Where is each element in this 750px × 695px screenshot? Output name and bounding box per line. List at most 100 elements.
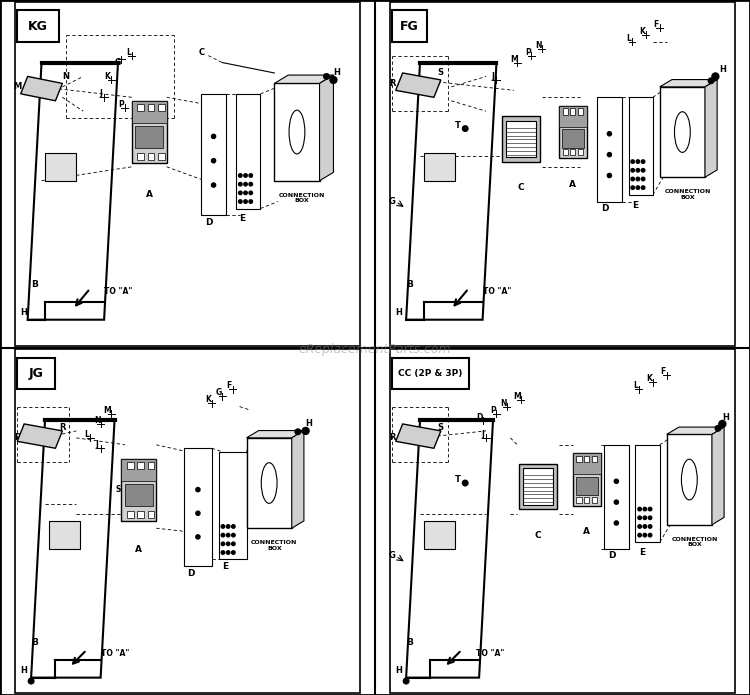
Ellipse shape <box>289 110 304 154</box>
Bar <box>122 459 156 521</box>
Bar <box>132 101 166 122</box>
Text: T: T <box>455 475 461 484</box>
Polygon shape <box>21 76 62 101</box>
Bar <box>660 87 705 177</box>
Bar <box>392 358 469 389</box>
Circle shape <box>232 542 235 546</box>
Circle shape <box>643 534 646 537</box>
Bar <box>584 456 590 462</box>
Bar <box>577 496 581 503</box>
Text: R: R <box>389 79 395 88</box>
Polygon shape <box>705 79 717 177</box>
Text: J: J <box>99 90 102 98</box>
Polygon shape <box>320 75 334 181</box>
Circle shape <box>631 160 634 163</box>
Text: R: R <box>389 434 395 442</box>
Bar <box>570 108 575 115</box>
Text: N: N <box>535 41 542 49</box>
Circle shape <box>249 182 253 186</box>
Text: D: D <box>188 569 195 578</box>
Bar <box>202 94 226 215</box>
Bar <box>122 459 156 481</box>
Text: E: E <box>632 201 638 209</box>
Bar <box>148 104 154 111</box>
Text: E: E <box>639 548 645 557</box>
Circle shape <box>648 534 652 537</box>
Text: S: S <box>116 486 121 494</box>
Circle shape <box>641 168 645 172</box>
Circle shape <box>238 182 242 186</box>
Text: D: D <box>608 552 615 560</box>
Text: A: A <box>569 180 577 188</box>
Bar <box>576 477 598 495</box>
Text: M: M <box>514 392 521 400</box>
Text: K: K <box>640 27 645 35</box>
Circle shape <box>196 488 200 492</box>
Text: B: B <box>406 639 413 647</box>
Circle shape <box>244 191 248 195</box>
Text: L: L <box>126 48 130 56</box>
Text: K: K <box>105 72 110 81</box>
Circle shape <box>641 186 645 189</box>
Bar <box>562 149 568 155</box>
Polygon shape <box>274 75 334 83</box>
Circle shape <box>232 525 235 528</box>
Text: CC (2P & 3P): CC (2P & 3P) <box>398 369 463 378</box>
Ellipse shape <box>674 112 690 152</box>
Polygon shape <box>292 430 304 528</box>
Circle shape <box>196 512 200 516</box>
Circle shape <box>636 160 640 163</box>
Bar <box>573 453 601 506</box>
Polygon shape <box>660 79 717 87</box>
Circle shape <box>463 480 468 486</box>
Text: P: P <box>14 434 20 442</box>
Text: B: B <box>32 639 38 647</box>
Bar <box>570 149 575 155</box>
Bar <box>247 438 292 528</box>
Circle shape <box>641 177 645 181</box>
Text: F: F <box>661 368 666 376</box>
Text: CONNECTION
BOX: CONNECTION BOX <box>251 540 298 551</box>
Circle shape <box>244 199 248 203</box>
Circle shape <box>708 78 714 83</box>
Bar <box>219 452 247 559</box>
Bar <box>148 511 154 518</box>
Bar <box>17 10 59 42</box>
Bar <box>137 104 144 111</box>
Polygon shape <box>28 63 118 320</box>
Polygon shape <box>396 73 441 97</box>
Polygon shape <box>667 427 724 434</box>
Bar <box>127 511 134 518</box>
Text: D: D <box>601 204 608 213</box>
Text: H: H <box>306 420 313 428</box>
Circle shape <box>244 174 248 177</box>
Bar <box>392 10 427 42</box>
Bar <box>524 468 553 505</box>
Polygon shape <box>396 424 441 448</box>
Bar <box>559 106 586 126</box>
Text: L: L <box>84 430 89 439</box>
Circle shape <box>302 427 309 434</box>
Bar <box>559 106 586 158</box>
Text: eReplacementParts.com: eReplacementParts.com <box>298 343 452 356</box>
Bar <box>127 462 134 469</box>
Bar <box>424 521 454 549</box>
Polygon shape <box>406 63 496 320</box>
Circle shape <box>608 153 611 157</box>
Text: M: M <box>13 83 21 91</box>
Circle shape <box>232 534 235 537</box>
Text: G: G <box>216 389 222 397</box>
Text: J: J <box>491 72 494 81</box>
Bar <box>137 511 144 518</box>
Bar <box>135 126 164 148</box>
Text: G: G <box>388 197 396 206</box>
Text: TO "A": TO "A" <box>100 649 129 657</box>
Circle shape <box>614 500 619 505</box>
Text: B: B <box>32 281 38 289</box>
Bar <box>562 129 584 148</box>
Text: K: K <box>206 395 212 404</box>
Text: T: T <box>455 121 461 129</box>
Circle shape <box>324 74 329 79</box>
Text: P: P <box>490 406 496 414</box>
Circle shape <box>330 76 337 83</box>
